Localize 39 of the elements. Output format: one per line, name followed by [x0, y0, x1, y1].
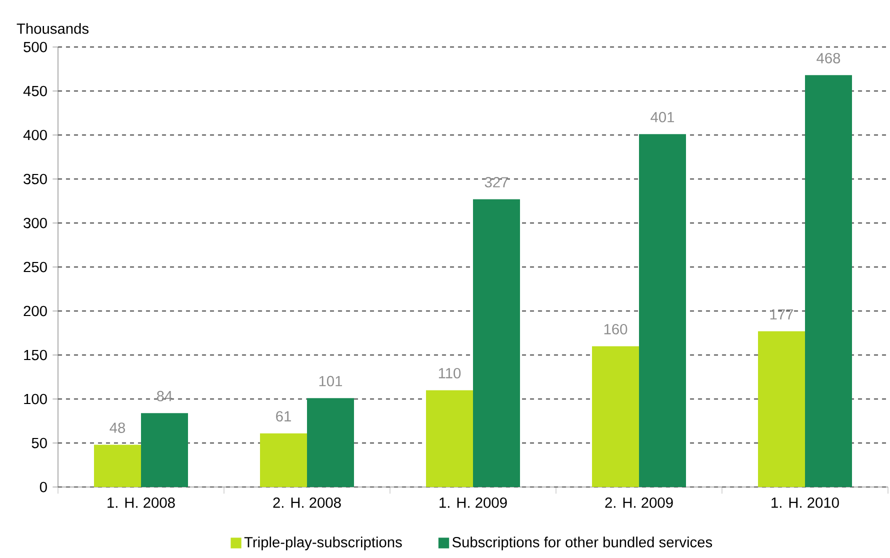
bar: [307, 398, 354, 488]
x-tick-label: 1. H. 2009: [440, 498, 507, 508]
x-tick-label: 2. H. 2009: [605, 498, 673, 508]
x-tick-label: 1. H. 2010: [772, 498, 839, 508]
y-tick-label: 300: [24, 218, 47, 228]
data-label: 48: [110, 422, 126, 433]
y-tick-label: 150: [24, 350, 47, 360]
data-label: 101: [319, 376, 342, 386]
data-label: 327: [484, 177, 508, 188]
bar: [141, 413, 188, 488]
data-label: 401: [650, 112, 674, 122]
data-label: 468: [816, 52, 840, 64]
bar: [94, 444, 141, 488]
bar: [805, 75, 852, 488]
y-tick-label: 100: [24, 394, 47, 404]
y-tick-label: 350: [24, 174, 47, 184]
y-tick-label: 500: [24, 42, 47, 52]
data-label: 84: [156, 390, 172, 402]
legend-label: Triple-play-subscriptions: [244, 536, 402, 550]
y-tick-label: 200: [24, 306, 47, 316]
y-tick-label: 50: [32, 438, 47, 448]
x-tick-label: 2. H. 2008: [273, 498, 341, 508]
y-tick-label: 400: [23, 130, 47, 140]
data-label: 160: [604, 324, 628, 334]
y-axis-title: Thousands: [16, 23, 89, 34]
bar: [758, 331, 805, 488]
data-label: 61: [276, 411, 291, 422]
bar: [426, 390, 474, 488]
y-tick-label: 450: [23, 86, 47, 96]
bar: [260, 433, 307, 488]
data-label: 177: [770, 309, 794, 320]
x-tick-label: 1. H. 2008: [108, 498, 175, 508]
legend-label: Subscriptions for other bundled services: [452, 536, 712, 550]
bar: [473, 199, 520, 488]
bar: [592, 346, 640, 488]
bar: [639, 134, 686, 488]
y-tick-label: 250: [24, 262, 47, 272]
y-tick-label: 0: [40, 482, 47, 492]
data-label: 110: [438, 368, 461, 378]
